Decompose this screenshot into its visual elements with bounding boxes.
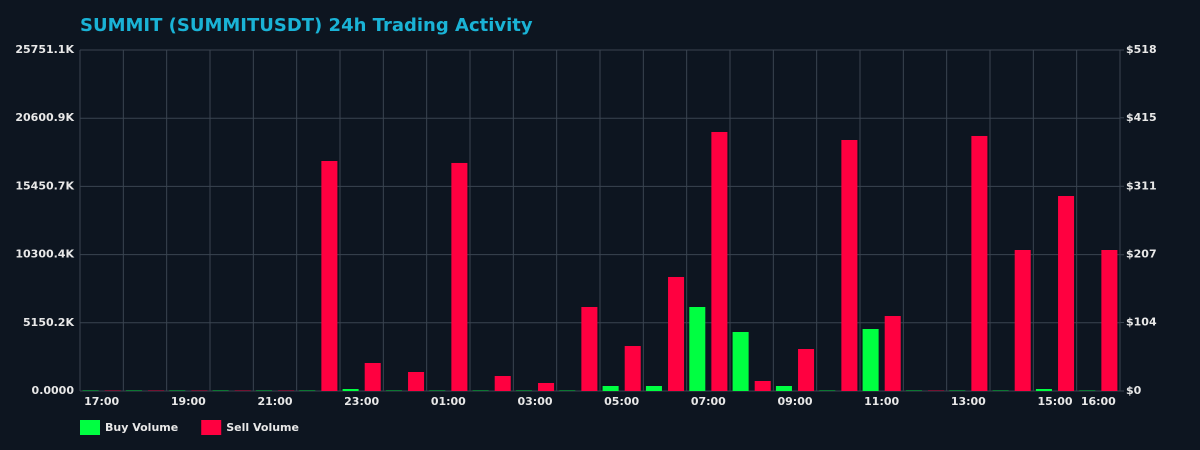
x-tick-label: 05:00 <box>604 395 639 408</box>
y-tick-label: 15450.7K <box>15 179 74 192</box>
bar <box>1058 195 1075 391</box>
y2-tick-label: $415 <box>1126 111 1157 124</box>
x-tick-label: 07:00 <box>691 395 726 408</box>
bar <box>1101 249 1118 391</box>
bar <box>364 362 381 391</box>
x-tick-label: 21:00 <box>257 395 292 408</box>
y-tick-label: 25751.1K <box>15 43 74 56</box>
bar <box>581 306 598 391</box>
y-tick-label: 20600.9K <box>15 111 74 124</box>
x-tick-label: 23:00 <box>344 395 379 408</box>
y-tick-label: 5150.2K <box>23 316 74 329</box>
bar <box>711 131 728 391</box>
x-tick-label: 17:00 <box>84 395 119 408</box>
legend-label: Sell Volume <box>226 421 299 434</box>
bar <box>451 162 468 391</box>
x-tick-label: 15:00 <box>1037 395 1072 408</box>
x-tick-label: 01:00 <box>431 395 466 408</box>
bar <box>408 371 425 391</box>
bar <box>645 385 662 391</box>
legend-swatch <box>201 420 222 435</box>
legend-label: Buy Volume <box>105 421 178 434</box>
legend-swatch <box>80 420 100 435</box>
bar <box>884 315 901 391</box>
y-tick-label: 0.0000 <box>32 384 75 397</box>
x-tick-label: 11:00 <box>864 395 899 408</box>
bar <box>1014 249 1031 391</box>
bar <box>775 385 792 391</box>
bar <box>602 385 619 391</box>
y-tick-label: 10300.4K <box>15 248 74 261</box>
x-tick-label: 03:00 <box>517 395 552 408</box>
bar <box>342 389 359 391</box>
y2-tick-label: $518 <box>1126 43 1157 56</box>
y2-tick-label: $0 <box>1126 384 1142 397</box>
x-tick-label: 16:00 <box>1081 395 1116 408</box>
bar <box>732 331 749 391</box>
bar <box>971 135 988 391</box>
y2-tick-label: $207 <box>1126 248 1157 261</box>
y2-tick-label: $311 <box>1126 179 1157 192</box>
bar <box>689 306 706 391</box>
y2-tick-label: $104 <box>1126 316 1157 329</box>
bar <box>754 381 771 391</box>
bar <box>798 348 815 391</box>
x-tick-label: 19:00 <box>171 395 206 408</box>
x-tick-label: 09:00 <box>777 395 812 408</box>
bar <box>668 276 685 391</box>
bar <box>494 375 511 391</box>
bar <box>862 329 879 391</box>
bar <box>538 383 555 391</box>
x-tick-label: 13:00 <box>951 395 986 408</box>
chart-title: SUMMIT (SUMMITUSDT) 24h Trading Activity <box>80 15 533 36</box>
bar <box>1035 389 1052 391</box>
bar <box>624 346 641 391</box>
bar <box>841 139 858 391</box>
bar <box>321 160 338 391</box>
